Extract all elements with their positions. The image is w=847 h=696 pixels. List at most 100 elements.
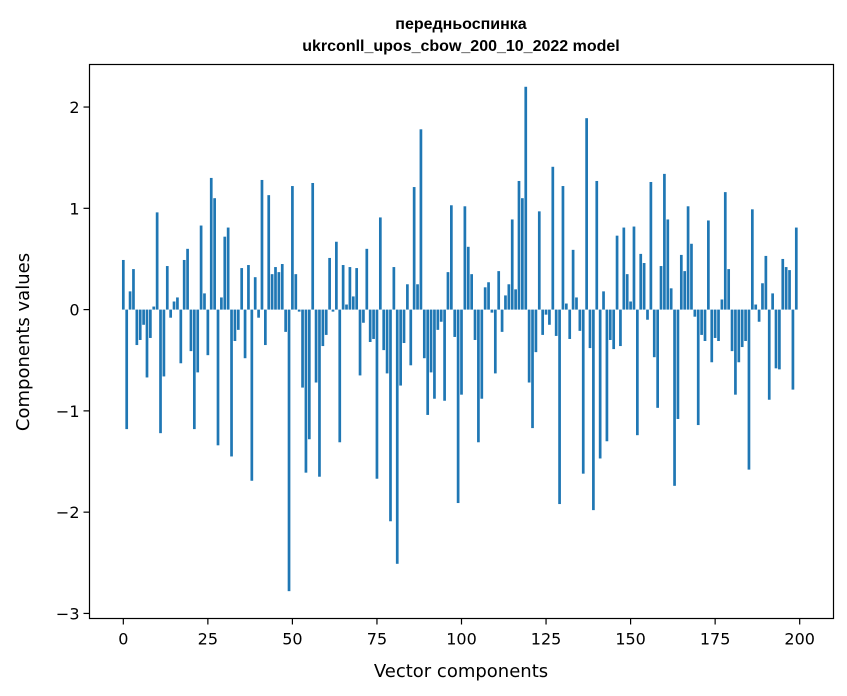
bar bbox=[794, 227, 798, 310]
bar bbox=[636, 309, 639, 436]
bar bbox=[365, 248, 369, 310]
bar bbox=[717, 309, 720, 341]
bar bbox=[629, 301, 632, 310]
bar bbox=[433, 309, 436, 399]
bar bbox=[277, 272, 281, 310]
bar bbox=[280, 264, 284, 310]
x-axis-ticks: 0 25 50 75 100 125 150 175 200 bbox=[118, 618, 815, 649]
bar bbox=[382, 309, 386, 351]
bar bbox=[362, 309, 365, 323]
bar bbox=[554, 309, 558, 336]
bar bbox=[747, 309, 751, 470]
bar bbox=[504, 295, 507, 310]
bar bbox=[585, 118, 588, 310]
bar bbox=[754, 304, 758, 310]
bar bbox=[182, 259, 186, 310]
bar bbox=[264, 309, 267, 346]
plot-frame bbox=[88, 63, 835, 620]
bar bbox=[132, 269, 135, 310]
bar bbox=[564, 303, 568, 310]
y-axis-label: Components values bbox=[13, 253, 34, 431]
bar bbox=[368, 309, 372, 343]
bar bbox=[734, 309, 737, 395]
bar bbox=[615, 235, 619, 310]
x-tick-label: 0 bbox=[118, 630, 128, 649]
bar bbox=[696, 309, 700, 426]
bar bbox=[351, 296, 355, 310]
bar bbox=[625, 274, 629, 310]
bar bbox=[646, 309, 649, 320]
bar bbox=[159, 309, 162, 434]
bar bbox=[307, 309, 311, 440]
bar bbox=[402, 309, 406, 344]
bar bbox=[510, 219, 514, 310]
bar bbox=[378, 217, 382, 310]
bar bbox=[220, 297, 223, 310]
bar bbox=[189, 309, 193, 352]
bar bbox=[162, 309, 166, 377]
bar bbox=[429, 309, 433, 373]
bar bbox=[419, 129, 423, 310]
bar bbox=[470, 274, 473, 310]
bar bbox=[338, 309, 342, 443]
bar bbox=[250, 309, 254, 481]
bar bbox=[257, 309, 260, 318]
bar bbox=[737, 309, 741, 363]
bar bbox=[138, 309, 142, 340]
bar bbox=[375, 309, 379, 479]
bar bbox=[226, 227, 230, 310]
bar bbox=[744, 309, 747, 341]
bar bbox=[730, 309, 734, 352]
bar bbox=[216, 309, 220, 446]
bar bbox=[558, 309, 561, 505]
bar bbox=[612, 309, 616, 350]
bar bbox=[534, 309, 538, 353]
bar bbox=[142, 309, 145, 325]
bar bbox=[507, 284, 511, 310]
x-tick-label: 50 bbox=[282, 630, 302, 649]
x-tick-label: 125 bbox=[531, 630, 562, 649]
bar bbox=[710, 309, 714, 363]
bar bbox=[480, 309, 484, 399]
bar bbox=[358, 309, 362, 376]
y-tick-label: −3 bbox=[56, 604, 80, 623]
y-tick-label: −2 bbox=[56, 503, 80, 522]
bar bbox=[703, 309, 707, 341]
bar bbox=[659, 266, 663, 310]
bar bbox=[487, 282, 490, 310]
bar bbox=[331, 309, 335, 312]
bar bbox=[446, 272, 450, 310]
bar bbox=[412, 187, 416, 310]
bar bbox=[568, 309, 572, 339]
bar bbox=[311, 182, 315, 310]
bar bbox=[517, 180, 521, 310]
bar bbox=[399, 309, 402, 386]
bar bbox=[602, 291, 605, 310]
bar bbox=[233, 309, 237, 341]
bar bbox=[324, 309, 328, 335]
bar bbox=[426, 309, 430, 415]
bar bbox=[652, 309, 656, 358]
bar bbox=[497, 271, 501, 310]
bar bbox=[392, 267, 396, 310]
bar bbox=[355, 268, 359, 310]
x-axis-label: Vector components bbox=[374, 661, 548, 682]
bar bbox=[679, 254, 683, 310]
bar bbox=[764, 255, 768, 310]
bar bbox=[608, 309, 612, 340]
bar bbox=[128, 291, 132, 310]
bar bbox=[707, 220, 710, 310]
bar bbox=[750, 209, 754, 310]
bar-group bbox=[121, 86, 798, 592]
bar bbox=[172, 301, 176, 310]
bar bbox=[155, 212, 159, 310]
bar bbox=[121, 259, 125, 310]
bar bbox=[778, 309, 781, 370]
bar bbox=[537, 211, 541, 310]
bar bbox=[186, 248, 189, 310]
bar bbox=[757, 309, 761, 322]
bar bbox=[176, 297, 179, 310]
bar bbox=[466, 246, 470, 310]
bar bbox=[287, 309, 291, 592]
bar bbox=[203, 293, 206, 310]
